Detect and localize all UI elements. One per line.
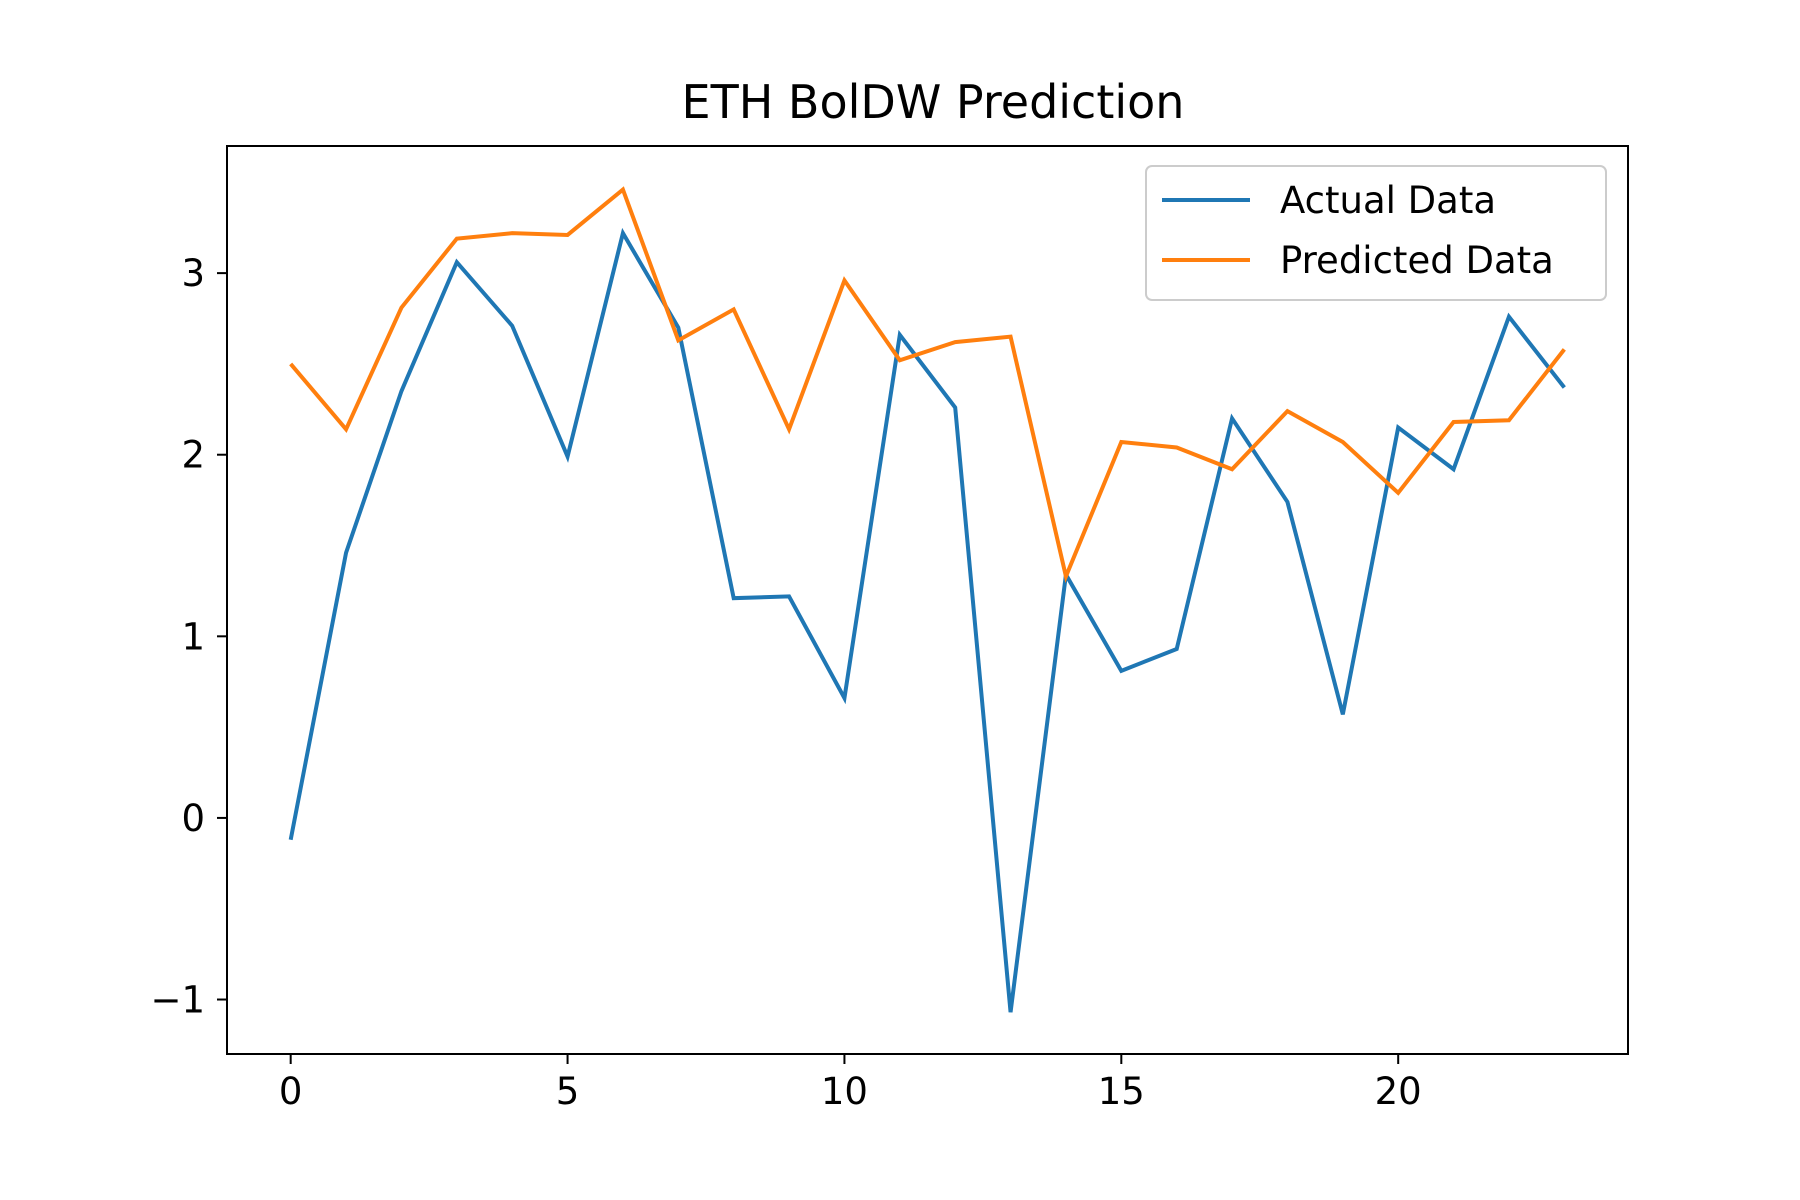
legend: Actual Data Predicted Data [1145,165,1607,301]
y-tick-label: 1 [181,615,205,658]
plot-area [288,186,1566,1013]
y-tick-label: −1 [150,979,205,1022]
x-tick-label: 15 [1098,1070,1145,1113]
x-tick-label: 10 [821,1070,868,1113]
series-line-predicted-data [289,186,1566,583]
y-tick-label: 0 [181,797,205,840]
axes-frame [226,145,1629,1055]
x-tick-label: 0 [279,1070,303,1113]
x-tick-label: 5 [556,1070,580,1113]
y-tick-label: 3 [181,252,205,295]
legend-label-predicted: Predicted Data [1280,239,1554,282]
legend-label-actual: Actual Data [1280,179,1496,222]
legend-box [1145,165,1607,301]
axis-ticks: 0 5 10 15 20 −1 0 1 2 3 [150,252,1421,1113]
series-line-actual-data [288,227,1566,1013]
y-tick-label: 2 [181,434,205,477]
chart-title: ETH BolDW Prediction [682,75,1185,129]
x-tick-label: 20 [1375,1070,1422,1113]
